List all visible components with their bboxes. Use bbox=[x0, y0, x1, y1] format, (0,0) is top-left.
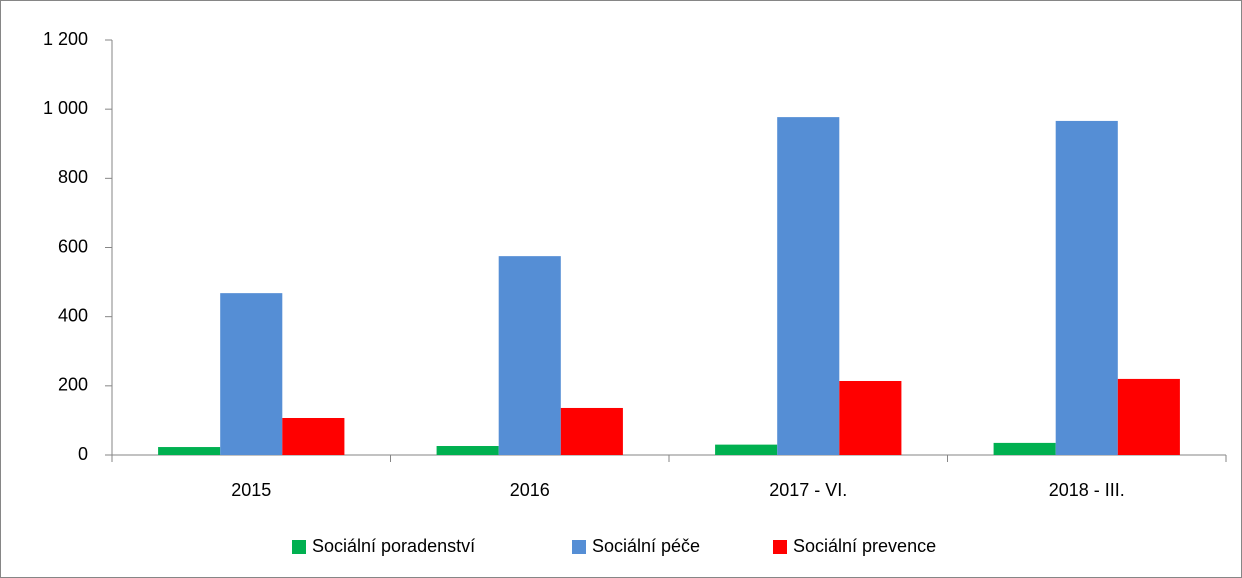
y-tick-label: 600 bbox=[58, 236, 88, 256]
legend-label: Sociální péče bbox=[592, 536, 700, 556]
x-tick-label: 2016 bbox=[510, 480, 550, 500]
bar bbox=[839, 380, 902, 455]
y-tick-label: 200 bbox=[58, 375, 88, 395]
legend-label: Sociální poradenství bbox=[312, 536, 475, 556]
bar bbox=[1117, 378, 1180, 455]
x-tick-label: 2018 - III. bbox=[1049, 480, 1125, 500]
y-tick-label: 1 000 bbox=[43, 98, 88, 118]
y-tick-label: 1 200 bbox=[43, 29, 88, 49]
bar bbox=[282, 417, 345, 455]
legend-label: Sociální prevence bbox=[793, 536, 936, 556]
bar bbox=[220, 293, 283, 455]
legend-swatch bbox=[773, 540, 787, 554]
bar bbox=[1055, 120, 1118, 456]
bar bbox=[436, 446, 499, 455]
bar bbox=[560, 407, 623, 455]
bar bbox=[993, 442, 1056, 455]
legend-swatch bbox=[292, 540, 306, 554]
bar bbox=[498, 256, 561, 455]
bar bbox=[158, 447, 221, 455]
legend-swatch bbox=[572, 540, 586, 554]
x-tick-label: 2017 - VI. bbox=[769, 480, 847, 500]
y-tick-label: 0 bbox=[78, 444, 88, 464]
y-tick-label: 800 bbox=[58, 167, 88, 187]
y-tick-label: 400 bbox=[58, 305, 88, 325]
bar bbox=[715, 444, 778, 455]
bar bbox=[777, 117, 840, 455]
x-tick-label: 2015 bbox=[231, 480, 271, 500]
